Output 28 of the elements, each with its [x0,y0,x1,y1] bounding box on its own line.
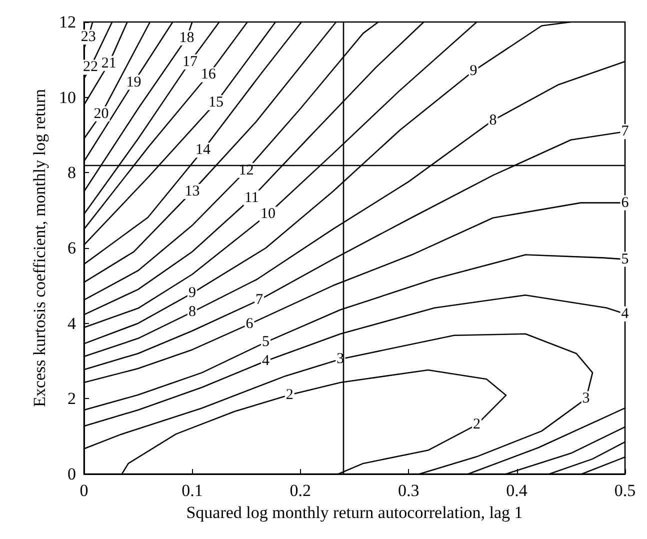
y-tick-label: 6 [68,238,76,258]
series-label: 21 [101,55,116,72]
series-label: 11 [244,190,259,206]
y-tick-label: 2 [68,389,76,408]
y-tick-label: 12 [59,12,76,32]
series-label: 18 [179,30,194,46]
series-label: 13 [184,184,200,200]
x-axis-title: Squared log monthly return autocorrelation, lag 1 [186,503,523,522]
x-tick-label: 0.3 [398,481,420,500]
x-tick-label: 0.2 [290,481,312,500]
series-label: 14 [196,142,212,158]
series-label: 23 [80,29,96,46]
series-label: 22 [82,59,98,76]
series-label: 17 [182,54,198,70]
series-label: 15 [208,94,224,111]
series-label: 10 [260,206,276,222]
series-label: 16 [200,66,216,83]
y-axis-title: Excess kurtosis coefficient, monthly log return [30,88,49,407]
x-tick-label: 0.5 [614,481,636,500]
y-tick-label: 10 [59,88,76,107]
series-label: 19 [126,74,142,90]
y-tick-label: 4 [68,314,76,333]
y-tick-label: 8 [68,163,76,182]
y-tick-label: 0 [68,464,76,484]
x-tick-label: 0.1 [182,481,203,500]
x-tick-label: 0 [80,481,88,500]
series-label: 20 [94,106,109,122]
x-tick-label: 0.4 [506,481,528,500]
